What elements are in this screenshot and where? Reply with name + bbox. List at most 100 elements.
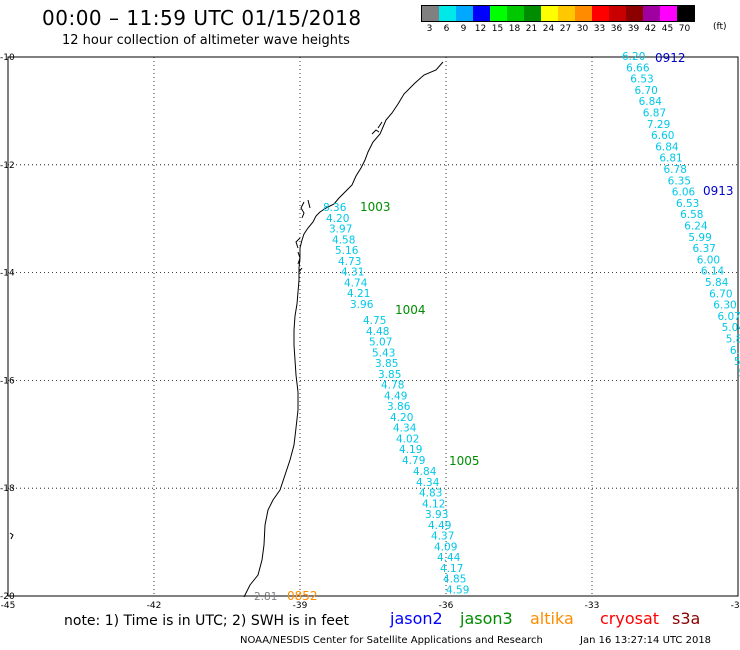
satellite-jason3: jason3 — [460, 609, 513, 628]
coastline — [243, 61, 444, 598]
wave-height-value: 4.20 — [390, 412, 413, 424]
wave-height-value: 3.85 — [375, 358, 398, 370]
wave-height-value: 6.14 — [701, 266, 725, 278]
wave-height-value: 8.36 — [323, 202, 347, 214]
lat-label: -10 — [0, 53, 15, 63]
wave-height-value: 4.09 — [434, 541, 457, 553]
satellite-s3a: s3a — [672, 609, 701, 628]
wave-height-value: 6.70 — [709, 288, 732, 300]
wave-height-value: 6.20 — [730, 345, 740, 357]
legend-swatch — [524, 6, 541, 21]
lat-label: -14 — [0, 269, 15, 279]
generation-timestamp: Jan 16 13:27:14 UTC 2018 — [580, 635, 712, 646]
lat-label: -12 — [0, 161, 15, 171]
wave-height-value: 4.20 — [326, 213, 349, 225]
wave-height-value: 6.60 — [651, 130, 674, 142]
legend-label: 12 — [474, 24, 487, 34]
color-legend: 3 6 9 12 15 18 21 24 27 30 33 36 39 42 45 70 — [421, 5, 695, 38]
wave-height-value: 6.07 — [717, 311, 740, 323]
wave-height-value: 6.53 — [676, 198, 699, 210]
wave-height-value: 4.34 — [393, 423, 417, 435]
credit-line: NOAA/NESDIS Center for Satellite Applica… — [240, 635, 543, 646]
legend-swatch — [422, 6, 439, 21]
wave-height-value: 4.84 — [413, 466, 437, 478]
wave-height-value: 5.43 — [372, 347, 395, 359]
wave-height-value: 4.79 — [402, 455, 425, 467]
wave-height-value: 3.96 — [350, 299, 374, 311]
wave-height-value: 5.63 — [734, 356, 740, 368]
wave-height-value: 6.00 — [697, 254, 720, 266]
page-title: 00:00 – 11:59 UTC 01/15/2018 — [42, 6, 362, 30]
wave-height-value: 3.85 — [378, 369, 401, 381]
wave-height-value: 4.85 — [443, 574, 466, 586]
lon-label: -42 — [147, 601, 162, 611]
wave-height-value: 4.48 — [366, 326, 389, 338]
wave-height-value: 6.84 — [639, 96, 663, 108]
legend-swatches — [421, 5, 695, 22]
legend-swatch — [473, 6, 490, 21]
legend-label: 6 — [443, 24, 450, 34]
legend-label: 3 — [426, 24, 433, 34]
track-time-label: 1003 — [360, 200, 391, 214]
wave-height-value: 6.70 — [634, 85, 657, 97]
wave-height-value: 4.74 — [344, 277, 368, 289]
legend-swatch — [490, 6, 507, 21]
legend-swatch — [677, 6, 694, 21]
track-time-label: 1004 — [395, 303, 426, 317]
altimeter-tracks: 6.206.666.536.706.846.877.296.606.846.81… — [254, 51, 740, 603]
legend-swatch — [626, 6, 643, 21]
wave-height-value: 2.81 — [254, 591, 277, 603]
lon-label: -30 — [731, 601, 740, 611]
lon-label: -36 — [439, 601, 454, 611]
lat-label: -16 — [0, 376, 15, 386]
wave-height-value: 6.81 — [659, 153, 682, 165]
wave-height-value: 5.04 — [722, 322, 740, 334]
wave-height-value: 3.86 — [387, 401, 411, 413]
legend-unit: (ft) — [713, 22, 727, 32]
wave-height-value: 4.19 — [399, 444, 422, 456]
wave-height-value: 5.89 — [726, 334, 740, 346]
track-0912: 6.206.666.536.706.846.877.296.606.846.81… — [622, 51, 740, 379]
wave-height-value: 4.44 — [437, 552, 461, 564]
legend-swatch — [643, 6, 660, 21]
wave-height-value: 4.78 — [381, 380, 404, 392]
wave-height-value: 4.12 — [422, 498, 445, 510]
wave-height-value: 6.06 — [672, 187, 696, 199]
legend-label: 18 — [508, 24, 521, 34]
wave-height-value: 6.24 — [684, 221, 708, 233]
wave-height-value: 5.7 — [738, 367, 740, 379]
track-1003: 8.364.203.974.585.164.734.314.744.213.96… — [323, 200, 391, 311]
page-subtitle: 12 hour collection of altimeter wave hei… — [62, 33, 350, 48]
wave-height-value: 3.97 — [329, 224, 352, 236]
track-1004: 4.754.485.075.433.853.854.784.493.864.20… — [363, 303, 426, 467]
lon-label: -39 — [293, 601, 308, 611]
wave-height-value: 5.07 — [369, 337, 392, 349]
wave-height-value: 6.66 — [626, 62, 650, 74]
track-0852: 2.81 0852 — [254, 589, 318, 603]
track-time-label: 0852 — [287, 589, 318, 603]
legend-label: 39 — [627, 24, 640, 34]
wave-height-value: 6.30 — [713, 300, 736, 312]
legend-swatch — [507, 6, 524, 21]
legend-swatch — [575, 6, 592, 21]
legend-label: 9 — [460, 24, 467, 34]
wave-height-value: 4.02 — [396, 433, 419, 445]
legend-swatch — [609, 6, 626, 21]
wave-height-value: 4.58 — [332, 234, 355, 246]
coastline-islands — [9, 121, 383, 540]
wave-height-value: 3.93 — [425, 509, 448, 521]
satellite-jason2: jason2 — [390, 609, 443, 628]
map-grid: -10 -12 -14 -16 -18 -20-45 -42 -39 -36 -33 -30 — [0, 53, 740, 611]
track-time-label: 1005 — [449, 454, 480, 468]
track-0913: 0913 — [703, 184, 734, 198]
lat-label: -20 — [0, 592, 15, 602]
wave-height-value: 4.49 — [384, 390, 407, 402]
legend-label: 24 — [542, 24, 555, 34]
track-1005: 4.844.344.834.123.934.494.374.094.444.17… — [413, 454, 480, 596]
satellite-cryosat: cryosat — [600, 609, 660, 628]
lon-label: -45 — [1, 601, 16, 611]
legend-swatch — [541, 6, 558, 21]
legend-label: 33 — [593, 24, 606, 34]
wave-height-value: 4.59 — [446, 584, 469, 596]
